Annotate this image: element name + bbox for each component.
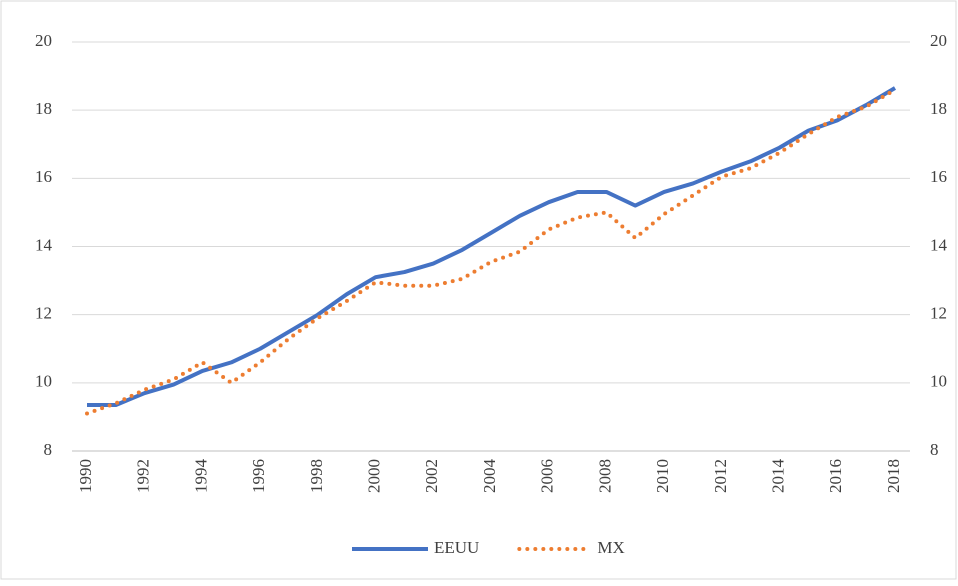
x-tick-label: 1996 bbox=[249, 459, 268, 493]
x-tick-label: 1990 bbox=[76, 459, 95, 493]
x-tick-label: 1998 bbox=[307, 459, 326, 493]
x-tick-label: 2018 bbox=[884, 459, 903, 493]
x-tick-label: 1992 bbox=[134, 459, 153, 493]
y2-tick-label: 16 bbox=[930, 167, 947, 186]
series-line bbox=[87, 86, 897, 407]
x-tick-label: 2000 bbox=[364, 459, 383, 493]
y2-tick-label: 20 bbox=[930, 31, 947, 50]
x-tick-label: 2004 bbox=[480, 459, 499, 494]
y-tick-label: 8 bbox=[44, 440, 53, 459]
y-tick-label: 14 bbox=[35, 235, 53, 254]
y-tick-label: 12 bbox=[35, 304, 52, 323]
y2-tick-label: 14 bbox=[930, 235, 948, 254]
x-tick-label: 2006 bbox=[538, 459, 557, 493]
y2-tick-label: 8 bbox=[930, 440, 939, 459]
x-tick-label: 2008 bbox=[595, 459, 614, 493]
x-tick-label: 2012 bbox=[711, 459, 730, 493]
y2-tick-label: 18 bbox=[930, 99, 947, 118]
x-tick-label: 2014 bbox=[768, 459, 787, 494]
y-tick-label: 10 bbox=[35, 372, 52, 391]
y-tick-label: 18 bbox=[35, 99, 52, 118]
y-tick-label: 20 bbox=[35, 31, 52, 50]
y2-tick-label: 12 bbox=[930, 304, 947, 323]
x-tick-label: 2002 bbox=[422, 459, 441, 493]
x-tick-label: 2016 bbox=[826, 459, 845, 493]
y2-tick-label: 10 bbox=[930, 372, 947, 391]
y-tick-label: 16 bbox=[35, 167, 52, 186]
legend-label: MX bbox=[597, 538, 624, 557]
legend-label: EEUU bbox=[434, 538, 479, 557]
x-tick-label: 1994 bbox=[191, 459, 210, 494]
series-line bbox=[85, 87, 897, 416]
x-tick-label: 2010 bbox=[653, 459, 672, 493]
